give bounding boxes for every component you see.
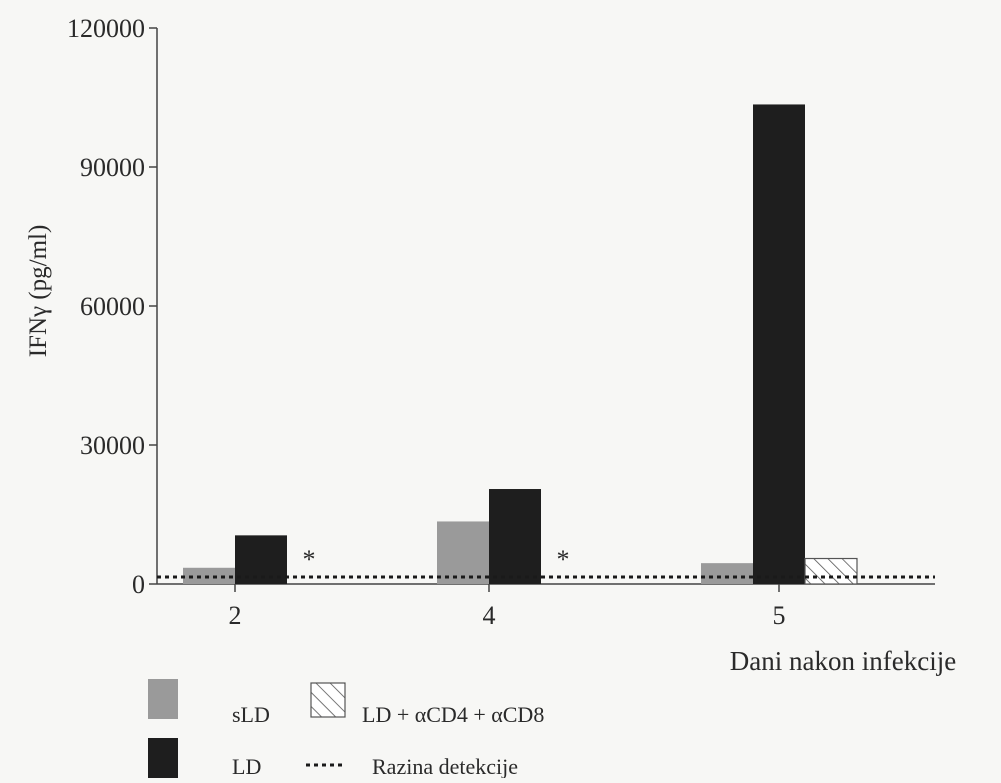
y-tick-label: 90000: [80, 153, 145, 182]
y-tick-label: 60000: [80, 292, 145, 321]
significance-asterisk: *: [557, 545, 570, 574]
legend-label-ld: LD: [232, 754, 261, 778]
legend-label-sld: sLD: [232, 702, 270, 727]
x-tick-label: 5: [773, 601, 786, 630]
legend-label-ld-acd4-acd8: LD + αCD4 + αCD8: [362, 702, 544, 727]
y-tick-label: 120000: [67, 14, 145, 43]
bars: [183, 104, 858, 585]
legend: sLD LD + αCD4 + αCD8 LD Razina detekcije: [148, 679, 544, 779]
axes: [156, 28, 935, 585]
y-axis-label: IFNγ (pg/ml): [25, 225, 52, 358]
x-axis-label: Dani nakon infekcije: [730, 646, 956, 676]
legend-swatch-ld-acd4-acd8: [310, 682, 346, 718]
y-tick-label: 30000: [80, 431, 145, 460]
y-ticks: 0 30000 60000 90000 120000: [67, 14, 157, 599]
legend-label-detection: Razina detekcije: [372, 754, 518, 778]
legend-swatch-ld: [148, 738, 178, 778]
x-tick-label: 2: [229, 601, 242, 630]
annotations: * *: [303, 545, 570, 574]
x-tick-label: 4: [483, 601, 496, 630]
x-ticks: 2 4 5: [229, 584, 786, 630]
y-tick-label: 0: [132, 570, 145, 599]
bar-ld-4: [489, 489, 541, 584]
bar-ld-cd4-cd8-5: [804, 557, 858, 585]
bar-sld-4: [437, 521, 489, 584]
bar-sld-5: [701, 563, 753, 584]
legend-swatch-sld: [148, 679, 178, 719]
bar-ld-5: [753, 104, 805, 584]
significance-asterisk: *: [303, 545, 316, 574]
